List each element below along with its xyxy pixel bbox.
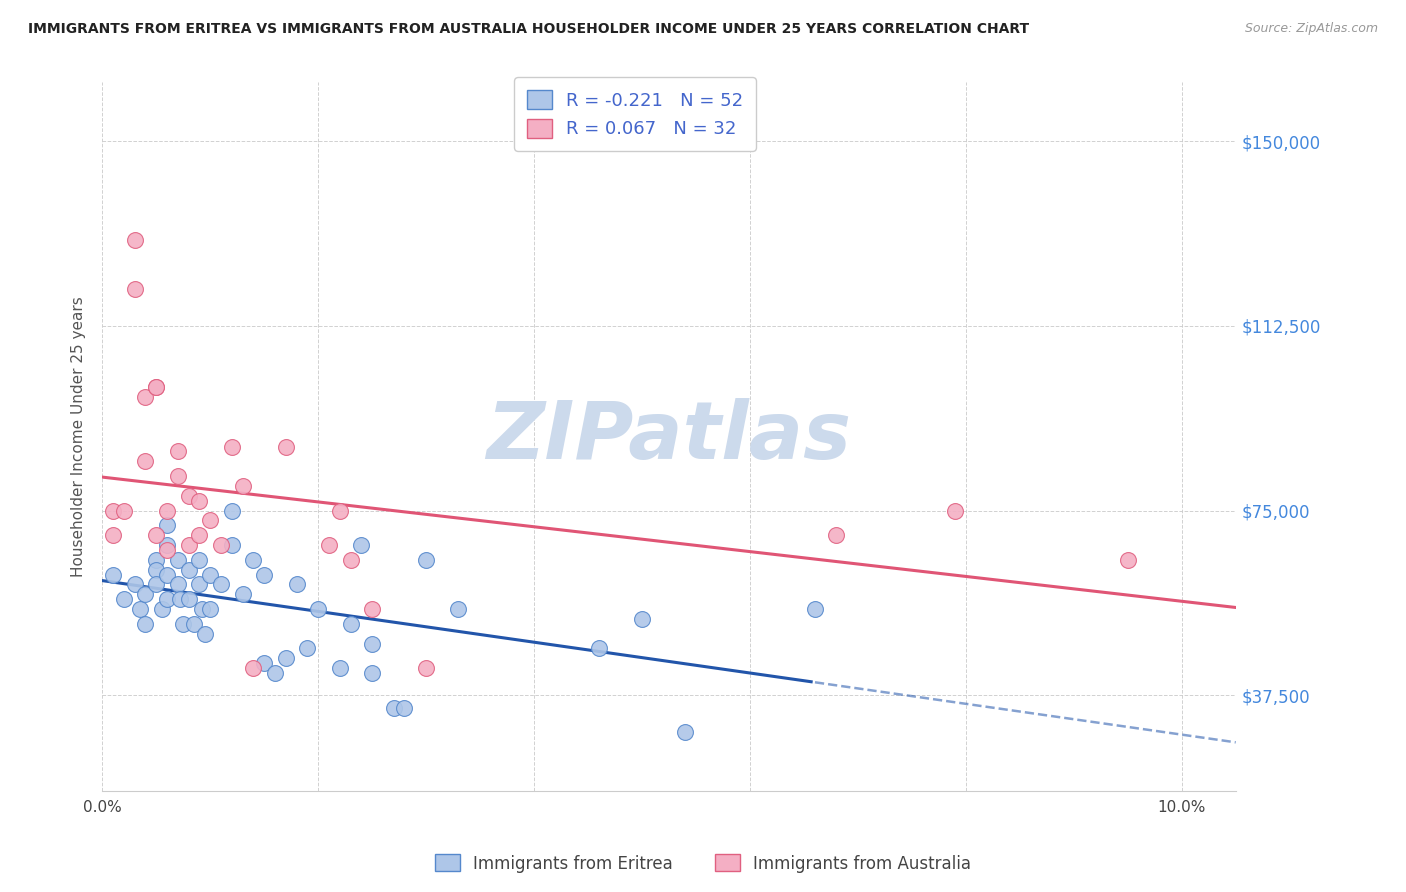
Y-axis label: Householder Income Under 25 years: Householder Income Under 25 years xyxy=(72,296,86,577)
Point xyxy=(183,616,205,631)
Point xyxy=(112,592,135,607)
Point xyxy=(129,602,152,616)
Point xyxy=(177,592,200,607)
Point xyxy=(198,602,221,616)
Point xyxy=(1116,553,1139,567)
Point xyxy=(134,587,156,601)
Point xyxy=(169,592,191,607)
Point xyxy=(329,661,352,675)
Point xyxy=(253,656,276,670)
Point xyxy=(166,577,188,591)
Point xyxy=(188,577,211,591)
Point xyxy=(297,641,319,656)
Point xyxy=(145,380,167,394)
Point xyxy=(274,651,297,665)
Point xyxy=(221,538,243,552)
Legend: R = -0.221   N = 52, R = 0.067   N = 32: R = -0.221 N = 52, R = 0.067 N = 32 xyxy=(515,77,756,151)
Point xyxy=(361,636,384,650)
Point xyxy=(339,553,361,567)
Point xyxy=(101,503,124,517)
Point xyxy=(382,700,405,714)
Point xyxy=(253,567,276,582)
Point xyxy=(112,503,135,517)
Point xyxy=(232,587,254,601)
Point xyxy=(145,577,167,591)
Point xyxy=(145,563,167,577)
Text: IMMIGRANTS FROM ERITREA VS IMMIGRANTS FROM AUSTRALIA HOUSEHOLDER INCOME UNDER 25: IMMIGRANTS FROM ERITREA VS IMMIGRANTS FR… xyxy=(28,22,1029,37)
Point xyxy=(145,380,167,394)
Point xyxy=(177,538,200,552)
Point xyxy=(188,528,211,542)
Point xyxy=(307,602,329,616)
Point xyxy=(803,602,825,616)
Point xyxy=(150,602,173,616)
Point xyxy=(285,577,308,591)
Point xyxy=(156,543,179,558)
Point xyxy=(415,553,437,567)
Point xyxy=(101,528,124,542)
Point xyxy=(166,469,188,483)
Point xyxy=(134,454,156,468)
Point xyxy=(631,612,654,626)
Point xyxy=(673,725,696,739)
Point xyxy=(134,616,156,631)
Point xyxy=(177,489,200,503)
Point xyxy=(318,538,340,552)
Point xyxy=(172,616,194,631)
Point xyxy=(134,390,156,404)
Point xyxy=(209,577,232,591)
Point xyxy=(194,626,217,640)
Point xyxy=(177,563,200,577)
Point xyxy=(156,538,179,552)
Point xyxy=(339,616,361,631)
Point xyxy=(221,440,243,454)
Point xyxy=(943,503,966,517)
Point xyxy=(166,553,188,567)
Text: Source: ZipAtlas.com: Source: ZipAtlas.com xyxy=(1244,22,1378,36)
Point xyxy=(394,700,416,714)
Point xyxy=(145,528,167,542)
Point xyxy=(156,567,179,582)
Point xyxy=(124,577,146,591)
Point xyxy=(221,503,243,517)
Point xyxy=(101,567,124,582)
Point xyxy=(447,602,470,616)
Point xyxy=(124,282,146,296)
Point xyxy=(232,479,254,493)
Text: ZIPatlas: ZIPatlas xyxy=(486,398,852,475)
Point xyxy=(190,602,212,616)
Point xyxy=(145,553,167,567)
Point xyxy=(156,503,179,517)
Point xyxy=(329,503,352,517)
Point xyxy=(198,567,221,582)
Point xyxy=(166,444,188,458)
Point xyxy=(825,528,848,542)
Point xyxy=(415,661,437,675)
Point xyxy=(361,666,384,681)
Point xyxy=(188,493,211,508)
Point xyxy=(350,538,373,552)
Legend: Immigrants from Eritrea, Immigrants from Australia: Immigrants from Eritrea, Immigrants from… xyxy=(429,847,977,880)
Point xyxy=(198,513,221,527)
Point xyxy=(156,592,179,607)
Point xyxy=(588,641,610,656)
Point xyxy=(209,538,232,552)
Point xyxy=(242,553,264,567)
Point xyxy=(264,666,287,681)
Point xyxy=(124,233,146,247)
Point xyxy=(361,602,384,616)
Point xyxy=(188,553,211,567)
Point xyxy=(274,440,297,454)
Point xyxy=(242,661,264,675)
Point xyxy=(156,518,179,533)
